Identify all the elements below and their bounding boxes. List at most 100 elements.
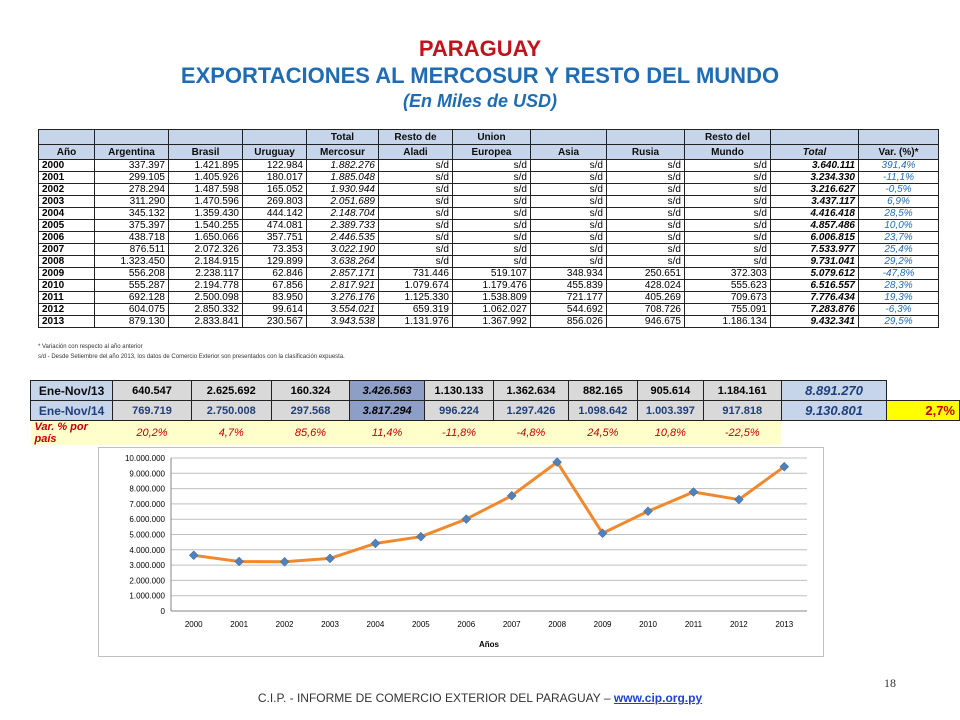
year-cell: 2004 bbox=[38, 207, 95, 220]
table-cell: 721.177 bbox=[530, 291, 607, 304]
table-cell: s/d bbox=[452, 219, 531, 232]
table-cell: 1.650.066 bbox=[168, 231, 243, 244]
year-cell: 2013 bbox=[38, 315, 95, 328]
page-subtitle: EXPORTACIONES AL MERCOSUR Y RESTO DEL MU… bbox=[180, 63, 780, 88]
x-tick-label: 2001 bbox=[230, 620, 248, 629]
table-cell: 29,5% bbox=[858, 315, 939, 328]
var-cell: -22,5% bbox=[703, 420, 782, 445]
table-cell: 555.287 bbox=[94, 279, 169, 292]
table-cell: s/d bbox=[378, 171, 453, 184]
table-cell: 357.751 bbox=[242, 231, 307, 244]
table-cell: s/d bbox=[684, 243, 771, 256]
data-point bbox=[688, 487, 699, 497]
page-number: 18 bbox=[884, 676, 896, 690]
table-cell: s/d bbox=[452, 231, 531, 244]
table-cell: 555.623 bbox=[684, 279, 771, 292]
table-cell: 659.319 bbox=[378, 303, 453, 316]
y-tick-label: 3.000.000 bbox=[129, 561, 165, 570]
header-cell bbox=[38, 129, 95, 145]
table-cell: s/d bbox=[684, 219, 771, 232]
footer-link[interactable]: www.cip.org.py bbox=[613, 691, 703, 705]
table-cell: s/d bbox=[452, 159, 531, 172]
summary-var-row: Var. % por país 20,2% 4,7% 85,6% 11,4% -… bbox=[30, 420, 960, 445]
table-cell: 1.421.895 bbox=[168, 159, 243, 172]
table-cell: s/d bbox=[530, 195, 607, 208]
x-tick-label: 2000 bbox=[185, 620, 203, 629]
table-cell: 99.614 bbox=[242, 303, 307, 316]
table-cell: 62.846 bbox=[242, 267, 307, 280]
year-cell: 2008 bbox=[38, 255, 95, 268]
table-cell: 1.125.330 bbox=[378, 291, 453, 304]
table-cell: s/d bbox=[378, 231, 453, 244]
table-cell: 25,4% bbox=[858, 243, 939, 256]
table-cell: 1.405.926 bbox=[168, 171, 243, 184]
x-tick-label: 2009 bbox=[594, 620, 612, 629]
table-cell: 405.269 bbox=[606, 291, 685, 304]
data-point bbox=[234, 556, 244, 567]
table-cell: 708.726 bbox=[606, 303, 685, 316]
table-row: 2011 692.128 2.500.098 83.950 3.276.176 1.125… bbox=[38, 291, 939, 304]
table-cell: s/d bbox=[530, 231, 607, 244]
header-cell: Var. (%)* bbox=[858, 144, 939, 160]
header-cell: Brasil bbox=[168, 144, 243, 160]
footer: C.I.P. - INFORME DE COMERCIO EXTERIOR DE… bbox=[0, 691, 960, 705]
table-cell: 692.128 bbox=[94, 291, 169, 304]
exports-table: Total Resto de Union Resto del Año Argen… bbox=[38, 129, 939, 328]
year-cell: 2009 bbox=[38, 267, 95, 280]
header-cell bbox=[168, 129, 243, 145]
x-tick-label: 2006 bbox=[457, 620, 475, 629]
summary-cell: 1.098.642 bbox=[567, 400, 638, 421]
table-cell: 544.692 bbox=[530, 303, 607, 316]
table-cell: 428.024 bbox=[606, 279, 685, 292]
summary-cell: 1.130.133 bbox=[423, 380, 495, 401]
data-point bbox=[279, 556, 290, 567]
table-cell: 1.179.476 bbox=[452, 279, 531, 292]
unit-note: (En Miles de USD) bbox=[402, 91, 558, 111]
table-cell: 1.487.598 bbox=[168, 183, 243, 196]
table-row: 2003 311.290 1.470.596 269.803 2.051.689 s/d s… bbox=[38, 195, 939, 208]
table-cell: 1.885.048 bbox=[306, 171, 379, 184]
summary-pct-cell bbox=[886, 380, 960, 401]
table-cell: 6.006.815 bbox=[770, 231, 859, 244]
table-cell: 2.238.117 bbox=[168, 267, 243, 280]
table-cell: 755.091 bbox=[684, 303, 771, 316]
x-tick-label: 2005 bbox=[412, 620, 430, 629]
summary-cell: 917.818 bbox=[702, 400, 782, 421]
summary-cell: 1.003.397 bbox=[636, 400, 704, 421]
var-cell: 11,4% bbox=[349, 420, 425, 445]
header-cell: Europea bbox=[452, 144, 531, 160]
table-cell: 2.072.326 bbox=[168, 243, 243, 256]
summary-pct-cell: 2,7% bbox=[886, 400, 960, 421]
data-point bbox=[325, 553, 335, 564]
summary-row-2013: Ene-Nov/13 640.547 2.625.692 160.324 3.4… bbox=[29, 380, 960, 401]
table-cell: 3.216.627 bbox=[770, 183, 859, 196]
table-cell: 2.850.332 bbox=[168, 303, 243, 316]
table-cell: s/d bbox=[684, 195, 771, 208]
summary-mercosur-cell: 3.817.294 bbox=[349, 400, 425, 421]
y-tick-label: 2.000.000 bbox=[129, 576, 165, 585]
x-tick-label: 2013 bbox=[775, 620, 793, 629]
header-cell: Mercosur bbox=[306, 144, 379, 160]
summary-cell: 160.324 bbox=[270, 380, 351, 401]
table-row: 2009 556.208 2.238.117 62.846 2.857.171 731.4… bbox=[38, 267, 939, 280]
year-cell: 2002 bbox=[38, 183, 95, 196]
header-cell: Argentina bbox=[94, 144, 169, 160]
chart-svg: 0 1.000.000 2.000.000 3.000.000 4.000.000 5.0… bbox=[125, 454, 807, 649]
table-row: 2008 1.323.450 2.184.915 129.899 3.638.264 s/… bbox=[38, 255, 939, 268]
var-cell: -11,8% bbox=[424, 420, 494, 445]
table-cell: 3.638.264 bbox=[306, 255, 379, 268]
table-cell: 73.353 bbox=[242, 243, 307, 256]
table-cell: 3.640.111 bbox=[770, 159, 859, 172]
header-cell: Año bbox=[38, 144, 95, 160]
table-cell: 3.437.117 bbox=[770, 195, 859, 208]
data-point bbox=[416, 531, 426, 542]
summary-row-2014: Ene-Nov/14 769.719 2.750.008 297.568 3.8… bbox=[29, 400, 960, 421]
var-label: Var. % por país bbox=[30, 420, 113, 445]
table-cell: -0,5% bbox=[858, 183, 939, 196]
table-cell: s/d bbox=[378, 183, 453, 196]
table-cell: 83.950 bbox=[242, 291, 307, 304]
title-block: PARAGUAY EXPORTACIONES AL MERCOSUR Y RES… bbox=[0, 36, 960, 112]
year-cell: 2001 bbox=[38, 171, 95, 184]
year-cell: 2010 bbox=[38, 279, 95, 292]
table-cell: 7.776.434 bbox=[770, 291, 859, 304]
